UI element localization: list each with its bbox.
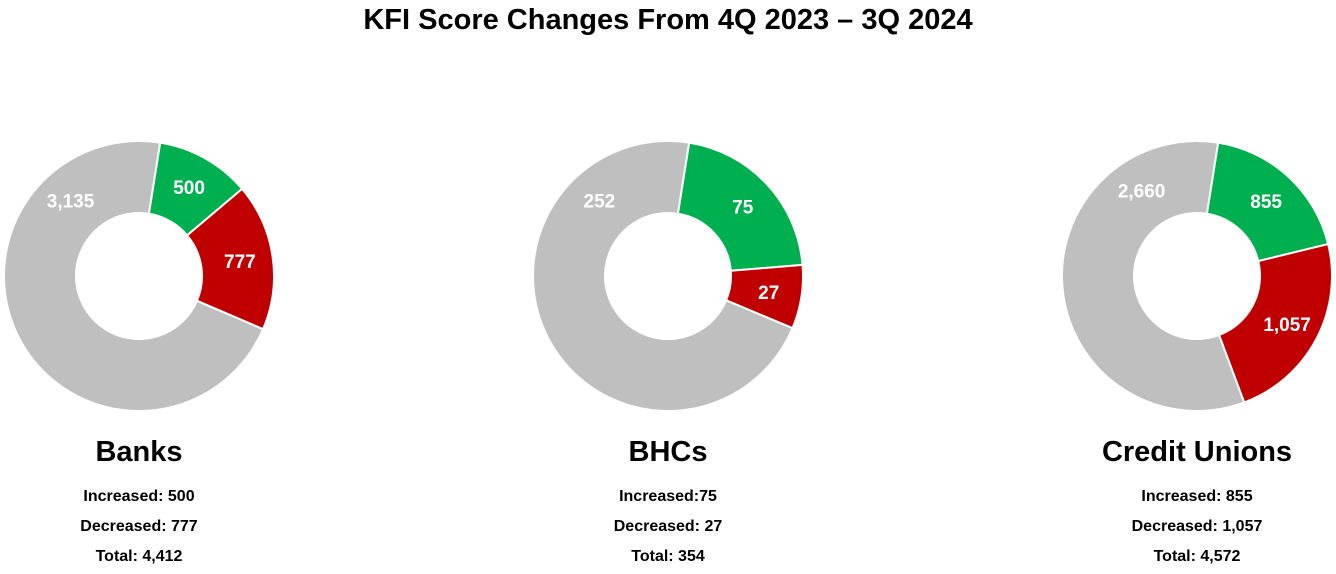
chart-name: Credit Unions: [1101, 436, 1293, 468]
data-label: 3,135: [47, 191, 95, 212]
donut-slice-unchanged: [532, 140, 794, 412]
donut-slice-decreased: [185, 187, 275, 331]
chart-title: KFI Score Changes From 4Q 2023 – 3Q 2024: [363, 4, 973, 36]
donut-slice-unchanged: [1061, 140, 1246, 412]
data-label: 75: [732, 198, 754, 219]
data-label: 777: [224, 252, 256, 273]
data-label: 252: [584, 192, 616, 213]
chart-name: Banks: [95, 436, 183, 468]
stat-line: Increased: 855: [1141, 488, 1253, 505]
data-label: 500: [173, 178, 205, 199]
donut-slice-increased: [676, 141, 804, 272]
donut-slice-decreased: [1217, 242, 1333, 404]
stat-line: Total: 354: [631, 548, 705, 565]
stat-line: Decreased: 27: [613, 518, 723, 535]
stat-line: Increased:75: [619, 488, 717, 505]
donut-slice-increased: [1205, 141, 1330, 263]
stat-line: Decreased: 1,057: [1131, 518, 1263, 535]
data-label: 2,660: [1118, 181, 1166, 202]
stat-line: Total: 4,412: [95, 548, 183, 565]
data-label: 1,057: [1263, 315, 1311, 336]
donut-slice-unchanged: [3, 140, 265, 412]
stat-line: Total: 4,572: [1153, 548, 1241, 565]
stat-line: Decreased: 777: [80, 518, 198, 535]
stat-line: Increased: 500: [83, 488, 195, 505]
data-label: 855: [1250, 192, 1282, 213]
chart-name: BHCs: [628, 436, 708, 468]
data-label: 27: [758, 283, 779, 304]
